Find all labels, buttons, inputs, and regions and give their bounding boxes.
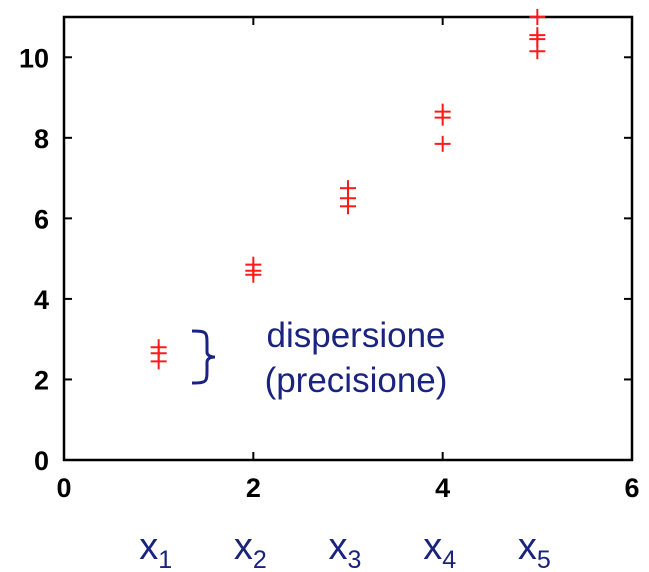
data-point: [340, 198, 356, 215]
x-tick-label: 2: [246, 473, 261, 503]
data-point: [529, 43, 546, 60]
category-label: x2: [234, 526, 267, 572]
x-tick-label: 0: [56, 473, 71, 503]
category-label: x1: [139, 526, 172, 572]
y-tick-label: 8: [34, 124, 49, 154]
data-point: [529, 9, 546, 25]
category-label: x4: [423, 526, 456, 572]
data-point: [150, 353, 167, 370]
plot-frame: [62, 15, 634, 462]
data-points: [150, 9, 546, 370]
dispersion-brace: [191, 329, 216, 385]
y-tick-label: 10: [19, 43, 49, 73]
annotation-line1: dispersione: [267, 316, 446, 355]
data-point: [434, 109, 451, 126]
y-tick-label: 4: [34, 285, 49, 315]
y-tick-label: 0: [34, 446, 49, 476]
category-label: x3: [329, 526, 362, 572]
data-point: [434, 135, 451, 152]
category-labels: x1 x2 x3 x4 x5: [139, 526, 551, 572]
category-label: x5: [518, 526, 551, 572]
annotation-line2: (precisione): [265, 361, 448, 400]
x-tick-label: 4: [435, 473, 450, 503]
axis-ticks: 0 2 4 6 0 2 4 6 8 10: [19, 17, 640, 503]
y-tick-label: 6: [34, 204, 49, 234]
x-tick-label: 6: [624, 473, 639, 503]
y-tick-label: 2: [34, 365, 49, 395]
data-point: [245, 266, 262, 283]
